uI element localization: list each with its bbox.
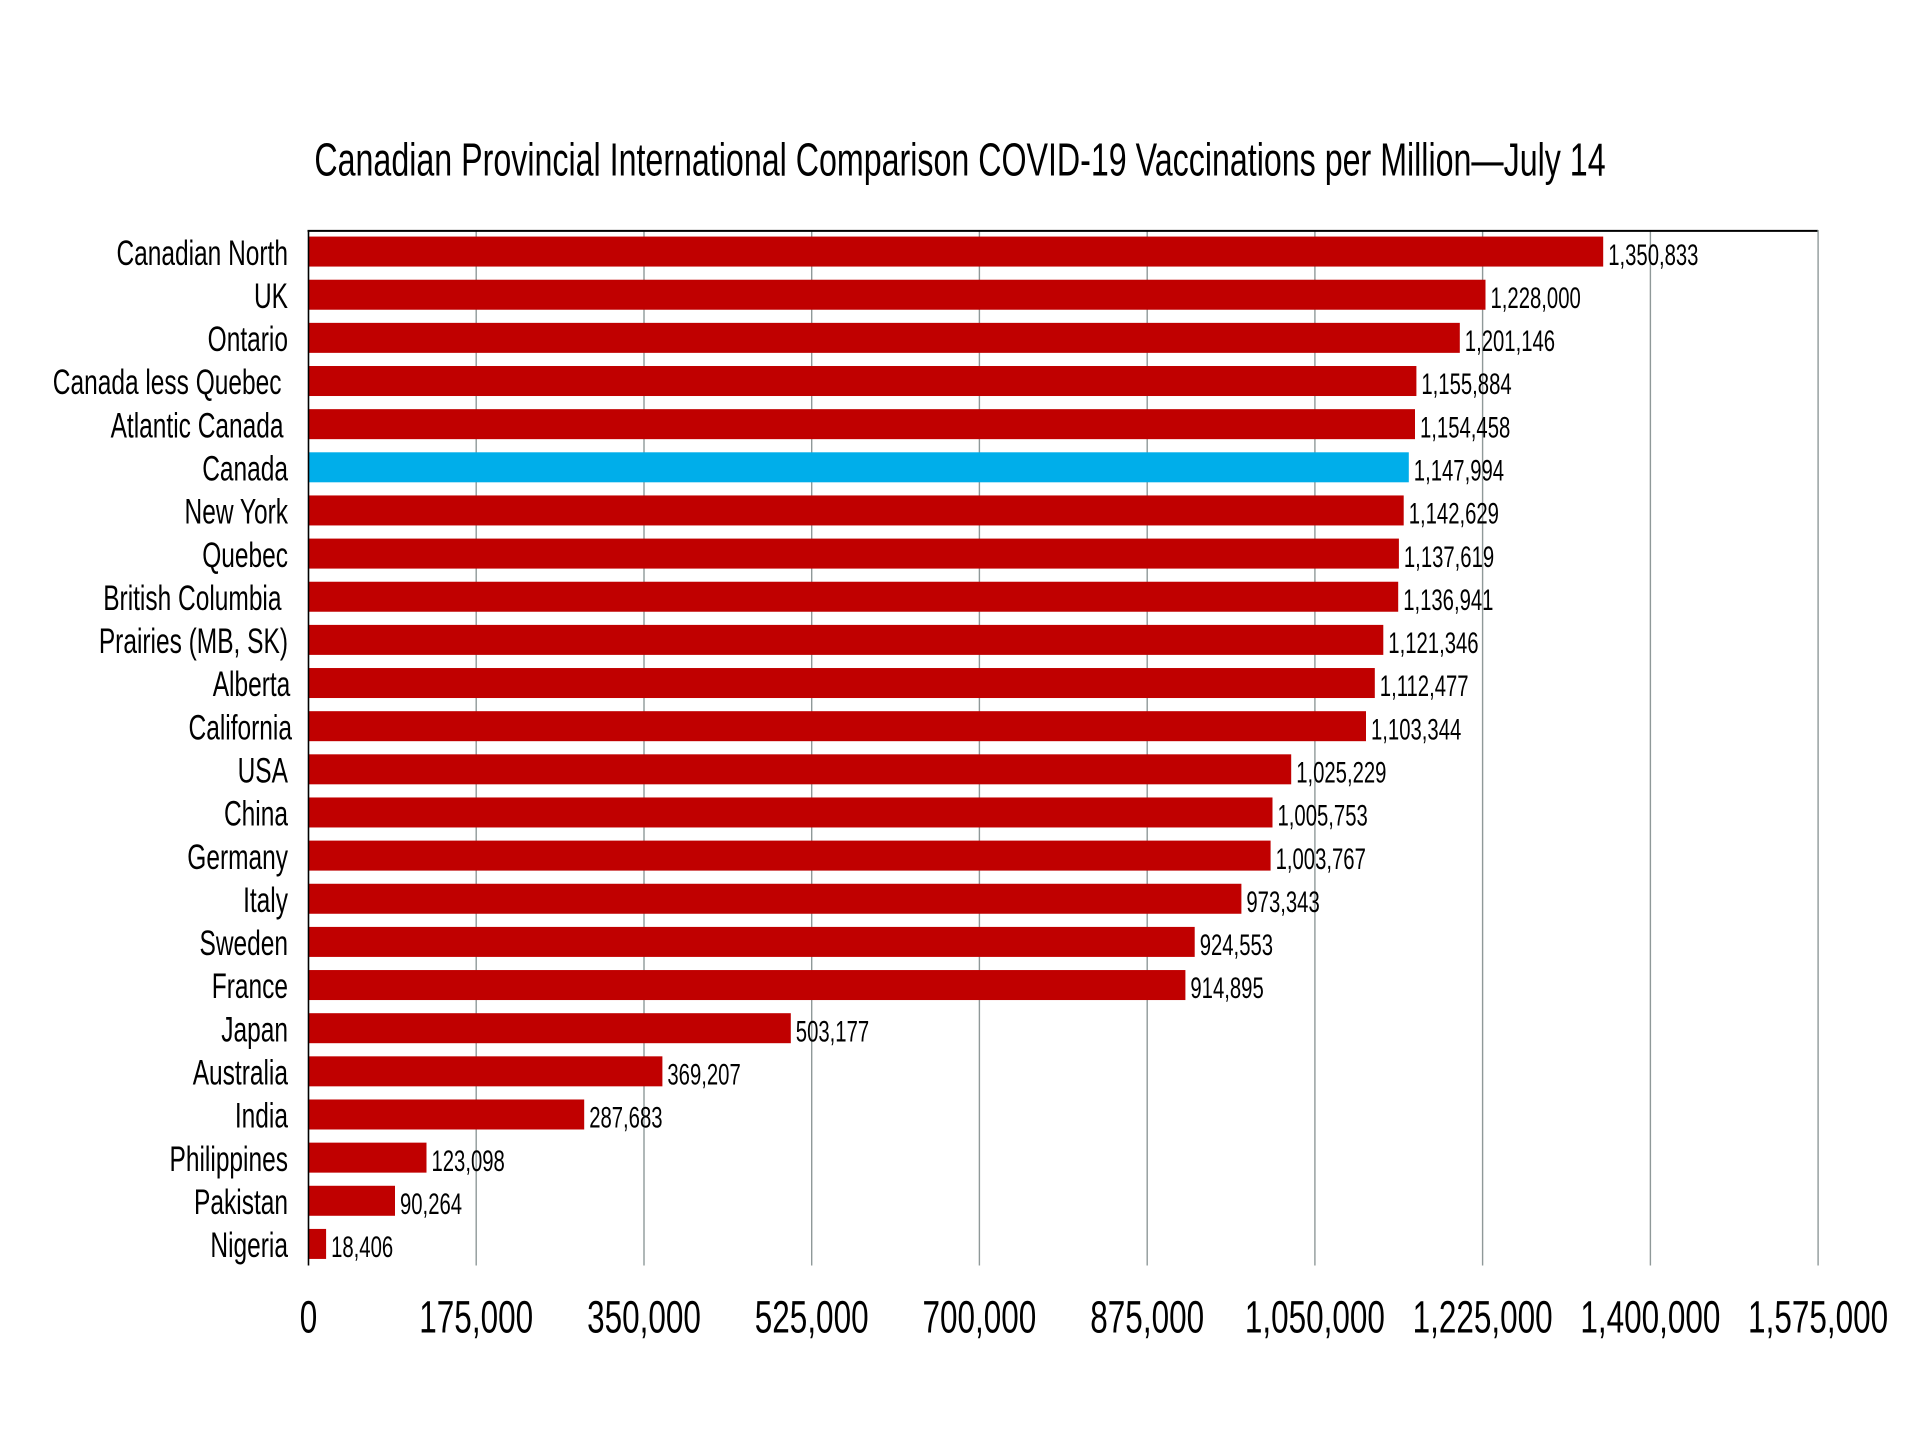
- svg-text:1,112,477: 1,112,477: [1380, 671, 1469, 704]
- svg-text:New York: New York: [185, 493, 289, 531]
- svg-text:Canadian Provincial Internatio: Canadian Provincial International Compar…: [314, 135, 1605, 186]
- svg-text:Canada: Canada: [202, 450, 288, 488]
- svg-text:287,683: 287,683: [589, 1102, 662, 1135]
- svg-text:1,155,884: 1,155,884: [1421, 369, 1511, 402]
- svg-text:Atlantic Canada: Atlantic Canada: [111, 407, 284, 445]
- svg-text:1,142,629: 1,142,629: [1409, 498, 1499, 531]
- svg-text:California: California: [189, 709, 293, 747]
- svg-text:Canada less Quebec: Canada less Quebec: [53, 364, 282, 402]
- svg-text:973,343: 973,343: [1246, 886, 1319, 919]
- svg-text:Japan: Japan: [221, 1011, 288, 1049]
- svg-text:1,225,000: 1,225,000: [1413, 1293, 1553, 1343]
- svg-text:1,121,346: 1,121,346: [1388, 628, 1478, 661]
- svg-text:525,000: 525,000: [755, 1293, 869, 1343]
- svg-text:1,228,000: 1,228,000: [1491, 282, 1581, 315]
- svg-text:Quebec: Quebec: [202, 537, 288, 575]
- svg-text:924,553: 924,553: [1200, 930, 1273, 963]
- svg-text:1,050,000: 1,050,000: [1245, 1293, 1385, 1343]
- svg-text:Ontario: Ontario: [208, 321, 288, 359]
- svg-text:875,000: 875,000: [1090, 1293, 1204, 1343]
- svg-text:Italy: Italy: [243, 882, 289, 920]
- svg-text:175,000: 175,000: [419, 1293, 533, 1343]
- svg-text:Nigeria: Nigeria: [210, 1227, 288, 1265]
- svg-text:1,137,619: 1,137,619: [1404, 541, 1494, 574]
- svg-text:France: France: [212, 968, 288, 1006]
- svg-text:Germany: Germany: [187, 839, 288, 877]
- svg-text:China: China: [224, 795, 288, 833]
- svg-text:1,025,229: 1,025,229: [1296, 757, 1386, 790]
- svg-text:Pakistan: Pakistan: [194, 1184, 288, 1222]
- svg-text:Australia: Australia: [193, 1054, 288, 1092]
- svg-text:914,895: 914,895: [1190, 973, 1263, 1006]
- svg-text:1,005,753: 1,005,753: [1277, 800, 1367, 833]
- svg-text:1,136,941: 1,136,941: [1403, 584, 1493, 617]
- svg-text:1,201,146: 1,201,146: [1465, 326, 1555, 359]
- svg-text:Philippines: Philippines: [170, 1141, 288, 1179]
- svg-text:1,103,344: 1,103,344: [1371, 714, 1461, 747]
- svg-text:1,400,000: 1,400,000: [1580, 1293, 1720, 1343]
- svg-text:1,575,000: 1,575,000: [1748, 1293, 1888, 1343]
- svg-text:Prairies (MB, SK): Prairies (MB, SK): [99, 623, 288, 661]
- svg-text:UK: UK: [254, 278, 288, 316]
- svg-text:1,147,994: 1,147,994: [1414, 455, 1504, 488]
- svg-text:123,098: 123,098: [432, 1145, 505, 1178]
- svg-text:369,207: 369,207: [667, 1059, 740, 1092]
- svg-text:350,000: 350,000: [587, 1293, 701, 1343]
- svg-text:90,264: 90,264: [400, 1188, 462, 1221]
- svg-text:1,154,458: 1,154,458: [1420, 412, 1510, 445]
- svg-text:700,000: 700,000: [922, 1293, 1036, 1343]
- svg-text:18,406: 18,406: [331, 1232, 393, 1265]
- svg-text:1,003,767: 1,003,767: [1276, 843, 1366, 876]
- svg-text:Sweden: Sweden: [199, 925, 288, 963]
- svg-text:India: India: [235, 1097, 288, 1135]
- svg-text:1,350,833: 1,350,833: [1608, 239, 1698, 272]
- svg-text:USA: USA: [238, 752, 289, 790]
- svg-text:Alberta: Alberta: [213, 666, 291, 704]
- svg-text:0: 0: [300, 1293, 318, 1343]
- svg-text:British Columbia: British Columbia: [103, 580, 281, 618]
- svg-text:503,177: 503,177: [796, 1016, 869, 1049]
- svg-text:Canadian North: Canadian North: [116, 235, 288, 273]
